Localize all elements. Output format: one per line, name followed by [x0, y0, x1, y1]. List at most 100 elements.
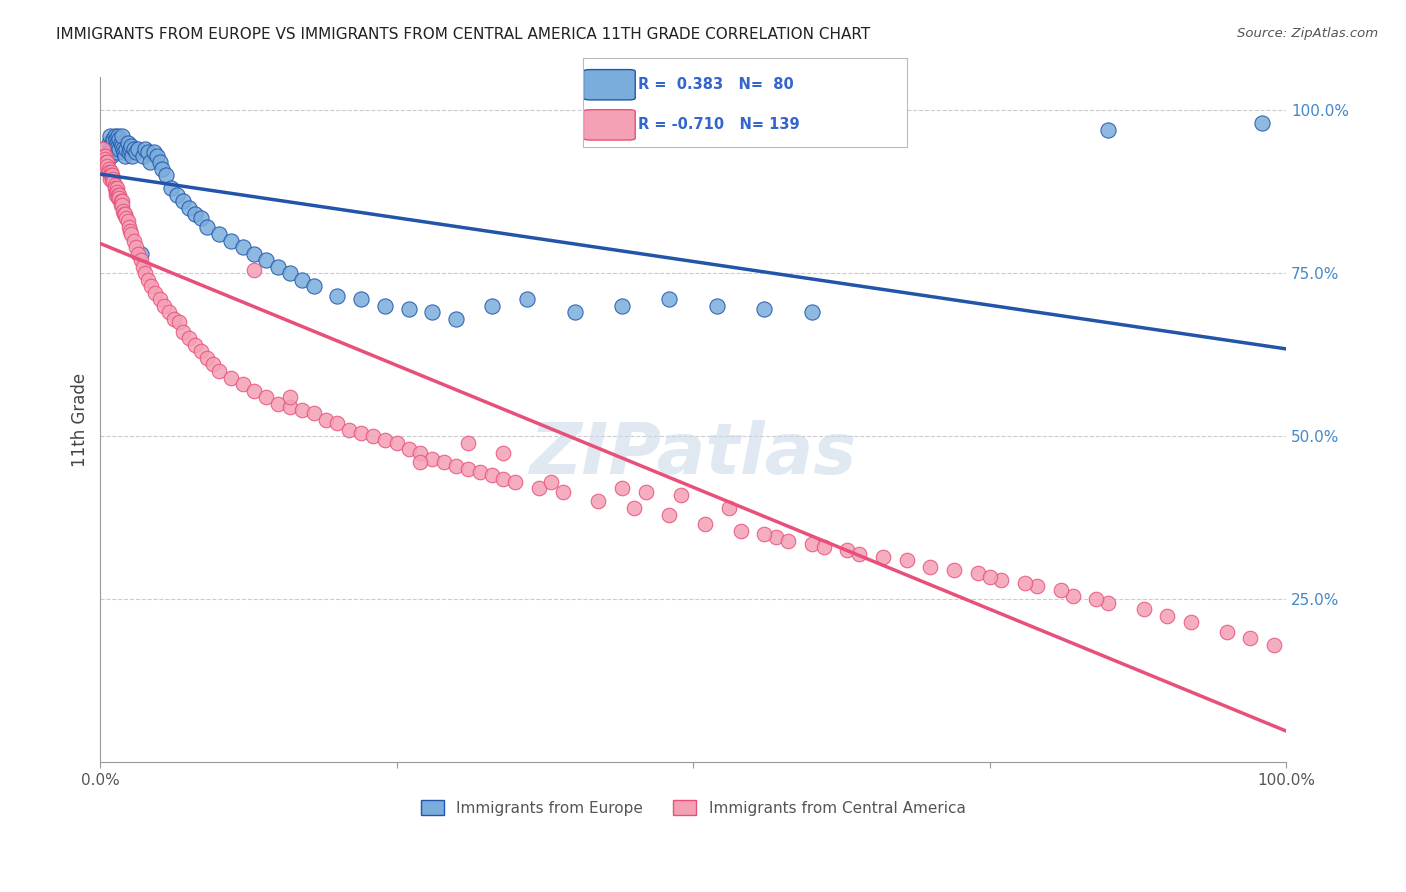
Point — [208, 227, 231, 241]
Point — [966, 566, 988, 581]
Point — [848, 547, 870, 561]
Point — [94, 149, 117, 163]
Point — [267, 260, 290, 274]
Point — [374, 299, 396, 313]
Point — [110, 194, 132, 209]
Point — [97, 149, 120, 163]
Point — [107, 139, 129, 153]
Point — [104, 187, 127, 202]
Point — [610, 482, 633, 496]
Point — [385, 435, 408, 450]
Point — [634, 484, 657, 499]
Point — [398, 442, 420, 457]
Point — [96, 161, 118, 176]
Point — [540, 475, 562, 489]
Point — [103, 178, 125, 192]
Point — [671, 488, 693, 502]
Point — [100, 149, 122, 163]
Point — [134, 266, 156, 280]
Point — [551, 484, 574, 499]
Point — [103, 129, 125, 144]
Point — [754, 301, 776, 316]
Point — [114, 149, 136, 163]
Legend: Immigrants from Europe, Immigrants from Central America: Immigrants from Europe, Immigrants from … — [413, 792, 973, 823]
Point — [420, 452, 443, 467]
FancyBboxPatch shape — [583, 110, 636, 140]
Point — [105, 181, 128, 195]
Point — [1215, 624, 1237, 639]
Point — [100, 169, 122, 183]
Point — [149, 155, 172, 169]
Point — [765, 530, 787, 544]
Point — [104, 142, 127, 156]
Point — [1085, 592, 1108, 607]
Point — [350, 425, 373, 440]
Point — [104, 185, 127, 199]
Point — [94, 152, 117, 166]
Point — [101, 171, 124, 186]
Point — [157, 305, 180, 319]
Point — [1097, 596, 1119, 610]
Point — [717, 501, 740, 516]
Point — [96, 159, 118, 173]
Point — [1156, 608, 1178, 623]
Point — [896, 553, 918, 567]
Point — [278, 390, 301, 404]
Point — [103, 136, 125, 150]
Point — [100, 142, 122, 156]
Point — [136, 145, 159, 160]
Point — [350, 292, 373, 306]
Point — [96, 155, 118, 169]
Point — [115, 142, 138, 156]
Point — [243, 384, 266, 398]
Point — [103, 181, 125, 195]
Point — [107, 129, 129, 144]
Point — [160, 181, 183, 195]
Point — [129, 253, 152, 268]
Point — [118, 142, 141, 156]
Point — [800, 537, 823, 551]
Point — [101, 136, 124, 150]
Point — [623, 501, 645, 516]
Point — [132, 149, 155, 163]
Point — [243, 246, 266, 260]
Point — [111, 129, 134, 144]
Point — [302, 406, 325, 420]
Point — [122, 142, 145, 156]
Point — [920, 559, 942, 574]
Point — [800, 305, 823, 319]
Point — [398, 301, 420, 316]
Point — [208, 364, 231, 378]
Text: ZIPatlas: ZIPatlas — [530, 420, 856, 489]
Point — [150, 161, 173, 176]
Point — [111, 204, 134, 219]
Point — [243, 263, 266, 277]
Point — [291, 273, 314, 287]
Text: R = -0.710   N= 139: R = -0.710 N= 139 — [638, 118, 800, 132]
Point — [337, 423, 360, 437]
Point — [1062, 589, 1084, 603]
Point — [96, 161, 118, 176]
Point — [105, 145, 128, 160]
Point — [100, 165, 122, 179]
Point — [91, 142, 114, 156]
Point — [195, 351, 218, 365]
Point — [172, 194, 194, 209]
Point — [1239, 632, 1261, 646]
Point — [101, 142, 124, 156]
Y-axis label: 11th Grade: 11th Grade — [72, 373, 89, 467]
Point — [219, 370, 242, 384]
Point — [326, 289, 349, 303]
Point — [107, 187, 129, 202]
Text: R =  0.383   N=  80: R = 0.383 N= 80 — [638, 78, 794, 92]
Point — [115, 211, 138, 225]
Point — [118, 224, 141, 238]
Point — [492, 445, 515, 459]
Point — [108, 142, 131, 156]
Point — [118, 220, 141, 235]
Point — [610, 299, 633, 313]
Point — [232, 240, 254, 254]
Point — [110, 136, 132, 150]
Point — [104, 132, 127, 146]
Point — [505, 475, 527, 489]
